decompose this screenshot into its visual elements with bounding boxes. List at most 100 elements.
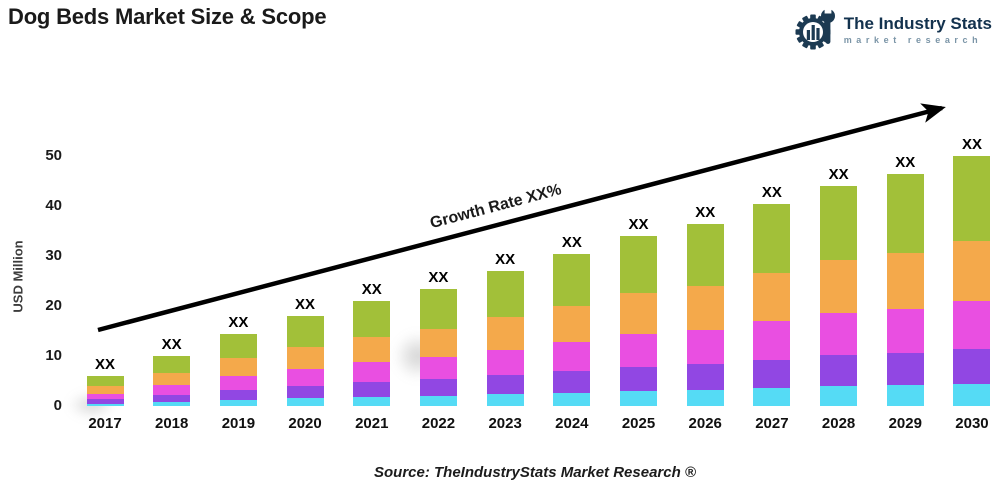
- x-tick-label: 2018: [155, 415, 189, 432]
- x-tick-label: 2020: [288, 415, 322, 432]
- logo-name: The Industry Stats: [843, 13, 992, 33]
- x-tick-label: 2028: [821, 415, 856, 432]
- bar-segment-magenta: [153, 385, 191, 395]
- bar-segment-orange: [686, 285, 724, 330]
- bar-segment-orange: [820, 260, 858, 313]
- bar-segment-green: [553, 253, 591, 306]
- y-tick-label: 10: [45, 347, 62, 364]
- bar-segment-purple: [686, 364, 724, 390]
- bar-segment-purple: [953, 348, 991, 384]
- bar-segment-magenta: [286, 368, 324, 386]
- bar-segment-green: [820, 186, 858, 260]
- bar-2023: XX 2023: [486, 251, 524, 432]
- bar-segment-cyan: [419, 395, 457, 406]
- bar-2017: XX 2017: [86, 356, 124, 432]
- y-tick-label: 0: [53, 397, 62, 414]
- bar-2022: XX 2022: [419, 269, 457, 432]
- bar-segment-magenta: [553, 342, 591, 371]
- bar-2030: XX 2030: [953, 136, 991, 432]
- x-tick-label: 2022: [421, 415, 456, 432]
- bar-segment-magenta: [820, 313, 858, 355]
- bar-value-label: XX: [561, 233, 582, 251]
- bar-segment-orange: [553, 305, 591, 342]
- x-tick-label: 2025: [621, 415, 656, 432]
- bar-2025: XX 2025: [620, 216, 658, 432]
- x-tick-label: 2026: [688, 415, 722, 432]
- bar-segment-green: [219, 333, 257, 358]
- bar-segment-green: [953, 156, 991, 241]
- bar-segment-cyan: [286, 398, 324, 406]
- bar-segment-purple: [286, 385, 324, 398]
- gear-wrench-chart-icon: [795, 5, 835, 50]
- bar-segment-purple: [553, 371, 591, 393]
- bar-segment-green: [886, 173, 924, 253]
- bar-segment-orange: [886, 252, 924, 309]
- bar-value-label: XX: [94, 356, 115, 373]
- bar-value-label: XX: [761, 183, 782, 201]
- bar-value-label: XX: [428, 268, 449, 286]
- bar-segment-cyan: [153, 401, 191, 406]
- bar-segment-magenta: [753, 321, 791, 360]
- x-tick-label: 2019: [221, 415, 256, 432]
- bar-segment-cyan: [820, 386, 858, 406]
- y-tick-label: 40: [45, 197, 62, 214]
- bar-segment-orange: [286, 347, 324, 369]
- y-tick-label: 50: [45, 147, 62, 164]
- bar-segment-green: [686, 223, 724, 286]
- x-tick-label: 2024: [555, 415, 589, 432]
- x-tick-label: 2030: [955, 415, 989, 432]
- bar-segment-purple: [419, 379, 457, 396]
- bar-value-label: XX: [228, 313, 249, 331]
- bar-segment-orange: [620, 293, 658, 334]
- bar-segment-magenta: [686, 329, 724, 364]
- bar-segment-cyan: [886, 385, 924, 406]
- bar-2019: XX 2019: [219, 314, 257, 432]
- bar-segment-green: [353, 301, 391, 337]
- x-tick-label: 2017: [88, 415, 122, 432]
- bar-segment-cyan: [86, 403, 124, 406]
- bar-segment-magenta: [486, 349, 524, 375]
- logo-subtitle: market research: [843, 34, 983, 45]
- bar-2027: XX 2027: [753, 184, 791, 432]
- bar-segment-green: [620, 236, 658, 293]
- bar-value-label: XX: [961, 136, 982, 153]
- bar-segment-magenta: [86, 393, 124, 399]
- bar-segment-purple: [486, 375, 524, 394]
- logo-text: The Industry Stats market research: [844, 14, 992, 45]
- bar-segment-cyan: [753, 388, 791, 406]
- bar-segment-cyan: [953, 383, 991, 406]
- bar-segment-purple: [886, 352, 924, 385]
- bar-2026: XX 2026: [686, 204, 724, 432]
- bar-segment-cyan: [353, 396, 391, 406]
- bar-value-label: XX: [628, 216, 649, 233]
- bar-segment-green: [419, 288, 457, 329]
- x-tick-label: 2023: [488, 415, 522, 432]
- bar-segment-purple: [620, 366, 658, 391]
- industry-stats-logo: The Industry Stats market research: [793, 5, 992, 53]
- bar-segment-orange: [486, 317, 524, 350]
- x-tick-label: 2027: [755, 415, 789, 432]
- bar-2029: XX 2029: [886, 154, 924, 432]
- bar-segment-cyan: [553, 392, 591, 406]
- bar-segment-cyan: [686, 389, 724, 406]
- bar-value-label: XX: [695, 203, 716, 221]
- bar-value-label: XX: [895, 153, 916, 171]
- bar-segment-magenta: [419, 356, 457, 379]
- bar-2020: XX 2020: [286, 296, 324, 432]
- x-tick-label: 2029: [888, 415, 922, 432]
- bar-segment-purple: [153, 394, 191, 402]
- bar-2021: XX 2021: [353, 281, 391, 432]
- y-tick-label: 20: [45, 297, 62, 314]
- bar-value-label: XX: [495, 251, 516, 268]
- bar-2028: XX 2028: [820, 166, 858, 432]
- bar-value-label: XX: [361, 281, 382, 298]
- bar-segment-purple: [353, 382, 391, 397]
- bar-segment-purple: [86, 399, 124, 404]
- bar-segment-orange: [86, 386, 124, 394]
- bar-segment-magenta: [353, 362, 391, 382]
- bar-segment-green: [153, 356, 191, 373]
- bar-value-label: XX: [161, 336, 182, 353]
- bar-segment-orange: [753, 272, 791, 321]
